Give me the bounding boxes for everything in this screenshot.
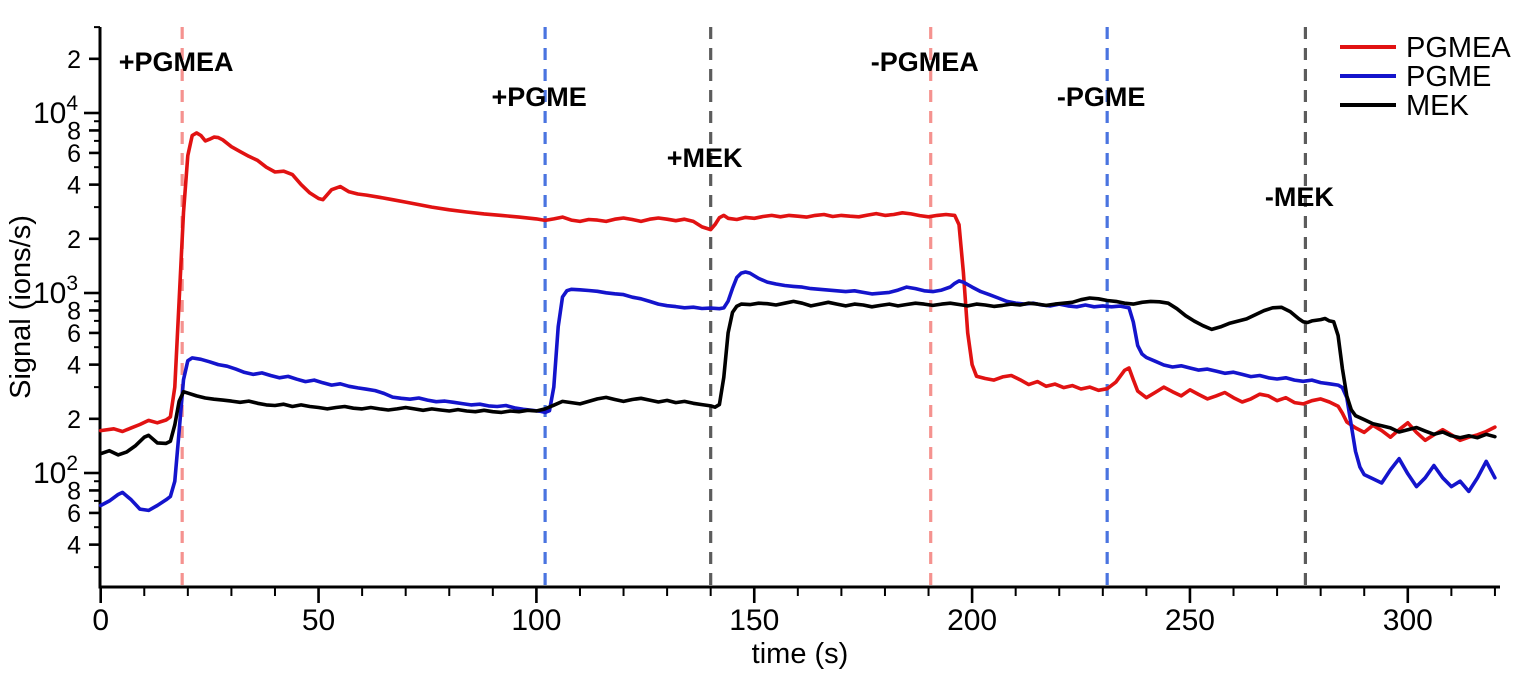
- y-tick-label: 104: [33, 92, 78, 130]
- y-tick-label: 2: [67, 226, 81, 254]
- y-tick-label: 6: [67, 320, 81, 348]
- y-tick-label: 6: [67, 500, 81, 528]
- y-tick-label: 8: [67, 117, 81, 145]
- legend-label-pgme: PGME: [1406, 61, 1491, 93]
- y-tick-label: 102: [33, 452, 78, 490]
- x-tick-label: 0: [92, 604, 109, 637]
- series-pgme: [98, 270, 1497, 513]
- data-series: [98, 131, 1497, 513]
- y-axis-title: Signal (ions/s): [5, 215, 37, 399]
- y-tick-label: 4: [67, 532, 81, 560]
- y-tick-label: 6: [67, 140, 81, 168]
- x-tick-label: 250: [1165, 604, 1215, 637]
- event-label: -MEK: [1265, 182, 1334, 212]
- y-tick-label: 4: [67, 172, 81, 200]
- axis-spines: [98, 27, 1500, 589]
- x-tick-label: 100: [511, 604, 561, 637]
- series-mek: [98, 296, 1497, 457]
- event-label: -PGMEA: [871, 47, 979, 77]
- legend-label-mek: MEK: [1406, 90, 1470, 122]
- y-tick-label: 8: [67, 297, 81, 325]
- legend-label-pgmea: PGMEA: [1406, 32, 1511, 64]
- y-tick-label: 8: [67, 477, 81, 505]
- series-pgmea: [98, 131, 1497, 443]
- x-tick-label: 150: [729, 604, 779, 637]
- x-tick-label: 300: [1383, 604, 1433, 637]
- y-tick-label: 103: [33, 272, 78, 310]
- y-tick-label: 2: [67, 46, 81, 74]
- x-tick-label: 200: [947, 604, 997, 637]
- y-tick-label: 2: [67, 406, 81, 434]
- event-label: +PGME: [491, 82, 586, 112]
- event-label: +MEK: [667, 143, 743, 173]
- x-tick-label: 50: [302, 604, 335, 637]
- event-label: +PGMEA: [119, 47, 234, 77]
- event-labels: +PGMEA +PGME +MEK -PGMEA -PGME -MEK: [119, 47, 1335, 212]
- y-tick-label: 4: [67, 352, 81, 380]
- event-label: -PGME: [1057, 82, 1146, 112]
- x-axis-title: time (s): [752, 638, 849, 670]
